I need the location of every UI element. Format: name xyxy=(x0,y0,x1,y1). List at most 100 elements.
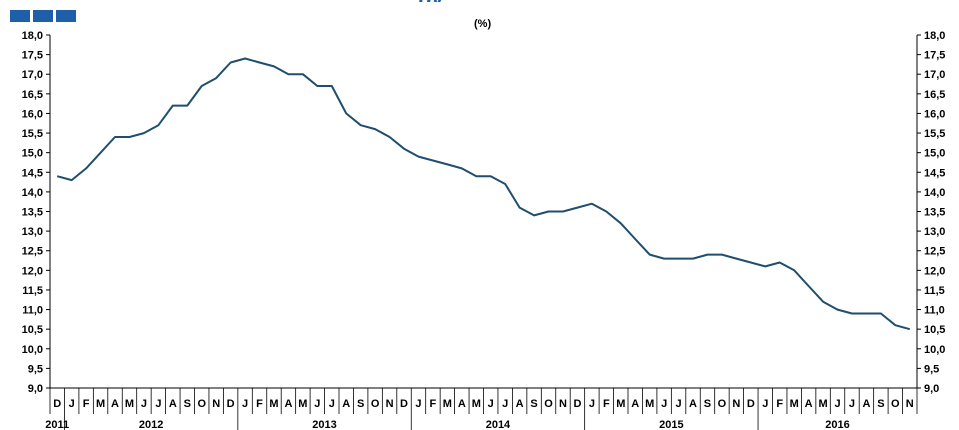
x-tick-label-month: O xyxy=(891,398,900,410)
x-tick-label-month: J xyxy=(415,398,421,410)
x-tick-label-month: N xyxy=(386,398,394,410)
x-tick-label-month: A xyxy=(284,398,292,410)
y-tick-label-right: 14,5 xyxy=(924,167,945,179)
x-tick-label-month: J xyxy=(834,398,840,410)
x-tick-label-month: A xyxy=(458,398,466,410)
x-tick-label-month: A xyxy=(516,398,524,410)
logo-block xyxy=(33,10,53,22)
x-tick-label-month: S xyxy=(184,398,191,410)
y-tick-label-left: 12,5 xyxy=(22,246,43,258)
y-tick-label-left: 15,0 xyxy=(22,148,43,160)
x-tick-label-month: J xyxy=(589,398,595,410)
x-tick-label-month: D xyxy=(747,398,755,410)
x-tick-label-month: O xyxy=(197,398,206,410)
x-tick-label-month: A xyxy=(169,398,177,410)
x-tick-label-month: J xyxy=(329,398,335,410)
y-tick-label-left: 14,5 xyxy=(22,167,43,179)
y-tick-label-left: 13,0 xyxy=(22,226,43,238)
x-tick-label-month: J xyxy=(849,398,855,410)
y-tick-label-right: 12,5 xyxy=(924,246,945,258)
x-tick-label-month: S xyxy=(877,398,884,410)
x-tick-label-month: F xyxy=(430,398,437,410)
x-year-label: 2011 xyxy=(45,419,69,430)
y-tick-label-right: 10,0 xyxy=(924,344,945,356)
x-tick-label-month: M xyxy=(790,398,799,410)
y-tick-label-right: 13,5 xyxy=(924,207,945,219)
x-tick-label-month: N xyxy=(212,398,220,410)
x-year-label: 2012 xyxy=(139,419,163,430)
x-tick-label-month: J xyxy=(69,398,75,410)
x-tick-label-month: M xyxy=(125,398,134,410)
y-tick-label-right: 18,0 xyxy=(924,30,945,42)
chart-title-fragment: py xyxy=(418,0,444,2)
x-tick-label-month: J xyxy=(242,398,248,410)
y-tick-label-left: 9,0 xyxy=(28,383,43,395)
x-tick-label-month: D xyxy=(227,398,235,410)
y-tick-label-left: 11,5 xyxy=(22,285,43,297)
y-tick-label-left: 14,0 xyxy=(22,187,43,199)
x-tick-label-month: J xyxy=(661,398,667,410)
y-tick-label-right: 15,5 xyxy=(924,128,945,140)
x-tick-label-month: M xyxy=(472,398,481,410)
logo-block xyxy=(10,10,30,22)
x-tick-label-month: M xyxy=(443,398,452,410)
logo-block xyxy=(56,10,76,22)
y-tick-label-left: 11,0 xyxy=(22,305,43,317)
y-tick-label-left: 13,5 xyxy=(22,207,43,219)
x-year-label: 2014 xyxy=(486,419,511,430)
x-tick-label-month: D xyxy=(400,398,408,410)
x-tick-label-month: M xyxy=(96,398,105,410)
x-tick-label-month: A xyxy=(689,398,697,410)
y-tick-label-right: 13,0 xyxy=(924,226,945,238)
y-tick-label-right: 9,5 xyxy=(924,363,939,375)
x-tick-label-month: F xyxy=(603,398,610,410)
x-tick-label-month: M xyxy=(645,398,654,410)
x-tick-label-month: O xyxy=(544,398,553,410)
y-tick-label-left: 18,0 xyxy=(22,30,43,42)
y-tick-label-right: 16,0 xyxy=(924,108,945,120)
x-tick-label-month: M xyxy=(298,398,307,410)
x-tick-label-month: J xyxy=(155,398,161,410)
x-tick-label-month: F xyxy=(83,398,90,410)
x-tick-label-month: J xyxy=(314,398,320,410)
x-tick-label-month: A xyxy=(862,398,870,410)
x-tick-label-month: J xyxy=(488,398,494,410)
x-tick-label-month: F xyxy=(256,398,263,410)
x-tick-label-month: S xyxy=(530,398,537,410)
x-tick-label-month: D xyxy=(53,398,61,410)
y-tick-label-right: 11,5 xyxy=(924,285,945,297)
y-tick-label-left: 16,5 xyxy=(22,89,43,101)
x-tick-label-month: M xyxy=(616,398,625,410)
x-tick-label-month: N xyxy=(559,398,567,410)
series-line xyxy=(56,57,911,331)
x-tick-label-month: A xyxy=(342,398,350,410)
x-tick-label-month: F xyxy=(776,398,783,410)
brand-logo xyxy=(10,10,76,22)
x-tick-label-month: J xyxy=(141,398,147,410)
y-tick-label-left: 10,5 xyxy=(22,324,43,336)
y-tick-label-right: 10,5 xyxy=(924,324,945,336)
x-tick-label-month: A xyxy=(111,398,119,410)
x-tick-label-month: D xyxy=(573,398,581,410)
y-tick-label-right: 12,0 xyxy=(924,265,945,277)
y-tick-label-left: 16,0 xyxy=(22,108,43,120)
x-tick-label-month: J xyxy=(502,398,508,410)
y-tick-label-left: 12,0 xyxy=(22,265,43,277)
x-tick-label-month: S xyxy=(704,398,711,410)
y-tick-label-left: 17,5 xyxy=(22,50,43,62)
x-tick-label-month: J xyxy=(676,398,682,410)
x-tick-label-month: O xyxy=(718,398,727,410)
unit-label: (%) xyxy=(474,18,492,30)
y-tick-label-right: 15,0 xyxy=(924,148,945,160)
x-tick-label-month: N xyxy=(906,398,914,410)
y-tick-label-right: 17,0 xyxy=(924,69,945,81)
y-tick-label-right: 14,0 xyxy=(924,187,945,199)
x-tick-label-month: J xyxy=(762,398,768,410)
x-tick-label-month: O xyxy=(371,398,380,410)
x-tick-label-month: M xyxy=(818,398,827,410)
x-tick-label-month: M xyxy=(269,398,278,410)
x-year-label: 2016 xyxy=(825,419,849,430)
y-tick-label-left: 17,0 xyxy=(22,69,43,81)
x-year-label: 2015 xyxy=(659,419,683,430)
y-tick-label-left: 15,5 xyxy=(22,128,43,140)
